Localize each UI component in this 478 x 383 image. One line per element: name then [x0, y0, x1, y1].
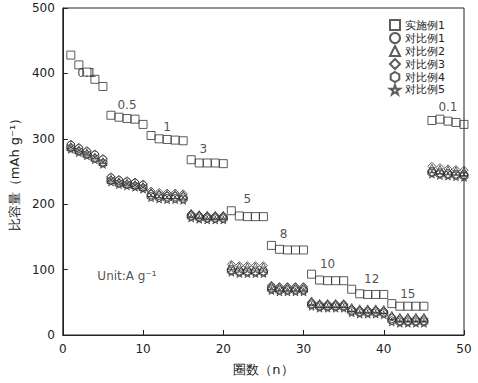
- svg-text:10: 10: [135, 342, 150, 356]
- svg-text:300: 300: [32, 132, 55, 146]
- svg-text:20: 20: [216, 342, 231, 356]
- svg-text:8: 8: [280, 227, 288, 241]
- svg-text:0.1: 0.1: [77, 66, 96, 80]
- svg-text:比容量（mAh g⁻¹）: 比容量（mAh g⁻¹）: [7, 112, 22, 231]
- svg-text:5: 5: [244, 192, 252, 206]
- svg-text:1: 1: [163, 120, 171, 134]
- svg-text:对比例5: 对比例5: [405, 83, 445, 96]
- svg-text:15: 15: [400, 287, 415, 301]
- svg-text:3: 3: [199, 142, 207, 156]
- svg-text:40: 40: [376, 342, 391, 356]
- svg-text:对比例1: 对比例1: [405, 32, 445, 45]
- svg-text:50: 50: [456, 342, 471, 356]
- svg-text:0: 0: [59, 342, 67, 356]
- svg-text:12: 12: [364, 272, 379, 286]
- svg-text:圈数（n）: 圈数（n）: [233, 362, 293, 377]
- svg-text:对比例2: 对比例2: [405, 45, 445, 58]
- svg-text:Unit:A g⁻¹: Unit:A g⁻¹: [97, 269, 156, 283]
- svg-text:0: 0: [47, 328, 55, 342]
- svg-text:400: 400: [32, 66, 55, 80]
- svg-text:0.1: 0.1: [438, 100, 457, 114]
- svg-text:10: 10: [320, 257, 335, 271]
- svg-text:200: 200: [32, 197, 55, 211]
- svg-text:对比例3: 对比例3: [405, 58, 445, 71]
- svg-text:对比例4: 对比例4: [405, 71, 445, 84]
- svg-text:500: 500: [32, 1, 55, 15]
- svg-text:0.5: 0.5: [117, 98, 136, 112]
- svg-text:30: 30: [296, 342, 311, 356]
- svg-text:100: 100: [32, 263, 55, 277]
- svg-text:实施例1: 实施例1: [405, 19, 445, 32]
